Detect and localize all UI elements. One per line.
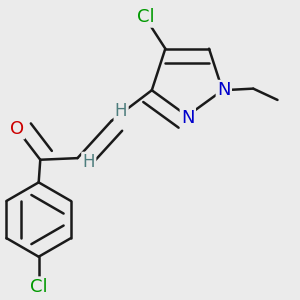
Text: N: N [181,109,195,127]
Text: N: N [217,81,231,99]
Text: Cl: Cl [30,278,47,296]
Text: H: H [82,153,95,171]
Text: Cl: Cl [137,8,155,26]
Text: O: O [10,120,24,138]
Text: H: H [115,102,128,120]
